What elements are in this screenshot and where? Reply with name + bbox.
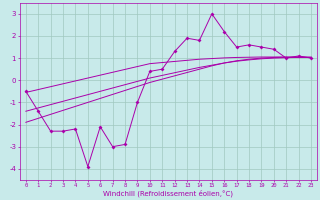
X-axis label: Windchill (Refroidissement éolien,°C): Windchill (Refroidissement éolien,°C) xyxy=(103,190,233,197)
